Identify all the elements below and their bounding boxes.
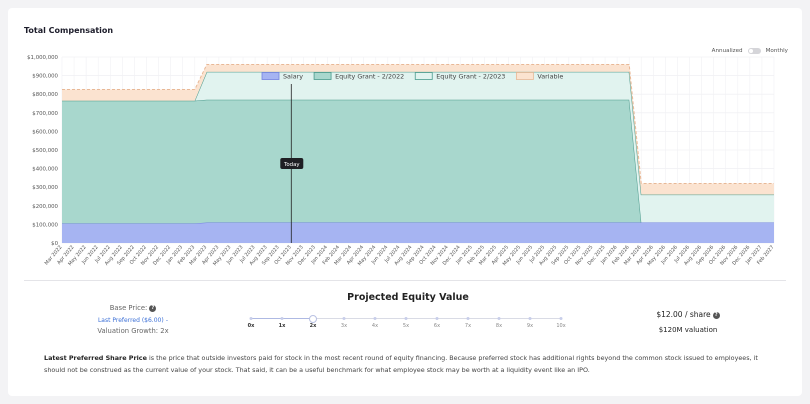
y-tick-label: $400,000 [32,167,58,173]
annualized-label: Annualized [711,48,743,54]
y-tick-label: $800,000 [32,92,58,98]
y-tick-label: $100,000 [32,222,58,228]
y-tick-label: $600,000 [32,129,58,135]
slider-tick[interactable] [373,316,377,320]
legend-swatch-1 [313,72,332,80]
help-icon[interactable]: ? [712,311,720,319]
slider-tick[interactable] [559,316,563,320]
series-area-0 [62,222,774,243]
last-preferred-link[interactable]: Last Preferred ($6.00) [97,316,164,324]
base-price-block: Base Price:? Last Preferred ($6.00) - Va… [68,303,198,338]
slider-label: 9x [526,323,534,329]
note-text: is the price that outside investors paid… [44,354,758,374]
slider-thumb[interactable] [309,315,317,323]
valuation-growth-slider[interactable]: 0x 1x 2x 3x 4x 5x 6x 7x 8x 9x 10x [247,315,566,332]
monthly-label: Monthly [765,48,788,54]
today-label: Today [283,162,300,168]
legend-swatch-3 [515,72,534,80]
y-tick-label: $1,000,000 [27,55,58,61]
series-area-2 [62,71,774,223]
y-tick-label: $300,000 [32,185,58,191]
y-tick-label: $0 [51,241,58,247]
legend-label-3: Variable [537,73,563,81]
legend-label-2: Equity Grant - 2/2023 [436,73,505,81]
y-tick-label: $700,000 [32,111,58,117]
y-tick-label: $900,000 [32,74,58,80]
y-tick-label: $200,000 [32,204,58,210]
slider-tick[interactable] [435,316,439,320]
slider-label: 0x [247,323,255,329]
slider-label: 2x [309,323,317,329]
slider-label: 1x [278,323,286,329]
slider-tick[interactable] [280,316,284,320]
compensation-chart: $0 $100,000 $200,000 $300,000 $400,000 $500,0… [27,55,775,267]
legend-swatch-2 [414,72,433,80]
slider-tick[interactable] [342,316,346,320]
page-title: Total Compensation [24,26,114,35]
slider-tick[interactable] [249,316,253,320]
preferred-price-note: Latest Preferred Share Price is the pric… [44,353,774,376]
slider-label: 3x [340,323,348,329]
share-price: $12.00 / share [656,310,711,319]
slider-label: 10x [556,323,566,329]
projected-equity-title: Projected Equity Value [347,292,469,303]
legend-label-0: Salary [283,73,303,81]
today-tooltip [280,158,304,169]
slider-label: 4x [371,323,379,329]
slider-label: 8x [495,323,503,329]
section-divider [24,280,786,281]
slider-tick[interactable] [466,316,470,320]
valuation-growth: Valuation Growth: 2x [97,327,169,335]
note-term: Latest Preferred Share Price [44,354,147,362]
slider-tick[interactable] [528,316,532,320]
valuation: $120M valuation [658,326,718,334]
slider-tick[interactable] [497,316,501,320]
share-price-block: $12.00 / share? [628,310,748,319]
y-tick-label: $500,000 [32,148,58,154]
help-icon[interactable]: ? [149,304,157,312]
total-compensation-card: Total Compensation Annualized Monthly $0… [8,8,802,396]
period-switch[interactable] [747,48,761,54]
legend-label-1: Equity Grant - 2/2022 [335,73,404,81]
base-price-label: Base Price: [109,304,148,312]
slider-tick[interactable] [404,316,408,320]
legend-swatch-0 [261,72,280,80]
slider-label: 6x [433,323,441,329]
series-line-3 [62,63,774,184]
series-area-1 [62,99,774,224]
period-toggle[interactable]: Annualized Monthly [712,48,788,54]
slider-label: 5x [402,323,410,329]
dash-text: - [165,316,169,324]
slider-label: 7x [464,323,472,329]
